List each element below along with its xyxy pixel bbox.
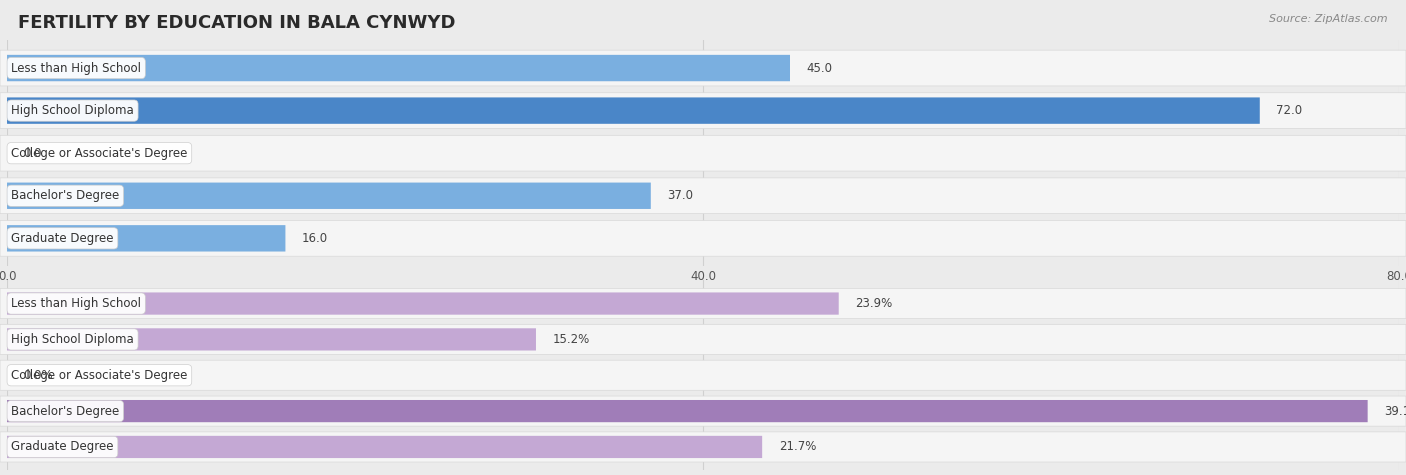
FancyBboxPatch shape [0,288,1406,319]
FancyBboxPatch shape [0,135,1406,171]
Text: 23.9%: 23.9% [855,297,893,310]
Text: 39.1%: 39.1% [1385,405,1406,418]
FancyBboxPatch shape [7,225,285,252]
FancyBboxPatch shape [0,396,1406,426]
FancyBboxPatch shape [7,97,1260,124]
FancyBboxPatch shape [0,93,1406,129]
FancyBboxPatch shape [0,360,1406,390]
Text: 16.0: 16.0 [302,232,328,245]
FancyBboxPatch shape [0,432,1406,462]
Text: High School Diploma: High School Diploma [11,104,134,117]
FancyBboxPatch shape [7,436,762,458]
Text: 37.0: 37.0 [668,189,693,202]
Text: FERTILITY BY EDUCATION IN BALA CYNWYD: FERTILITY BY EDUCATION IN BALA CYNWYD [18,14,456,32]
Text: 45.0: 45.0 [807,62,832,75]
Text: Graduate Degree: Graduate Degree [11,440,114,454]
Text: High School Diploma: High School Diploma [11,333,134,346]
FancyBboxPatch shape [0,178,1406,214]
Text: 21.7%: 21.7% [779,440,817,454]
FancyBboxPatch shape [0,324,1406,354]
Text: Source: ZipAtlas.com: Source: ZipAtlas.com [1270,14,1388,24]
Text: 72.0: 72.0 [1277,104,1302,117]
FancyBboxPatch shape [7,400,1368,422]
Text: Less than High School: Less than High School [11,297,141,310]
Text: Less than High School: Less than High School [11,62,141,75]
Text: College or Associate's Degree: College or Associate's Degree [11,147,187,160]
Text: Bachelor's Degree: Bachelor's Degree [11,405,120,418]
FancyBboxPatch shape [7,55,790,81]
Text: Bachelor's Degree: Bachelor's Degree [11,189,120,202]
Text: 0.0: 0.0 [24,147,42,160]
FancyBboxPatch shape [0,220,1406,256]
FancyBboxPatch shape [7,293,839,314]
Text: College or Associate's Degree: College or Associate's Degree [11,369,187,382]
FancyBboxPatch shape [0,50,1406,86]
Text: Graduate Degree: Graduate Degree [11,232,114,245]
FancyBboxPatch shape [7,328,536,351]
Text: 15.2%: 15.2% [553,333,591,346]
Text: 0.0%: 0.0% [24,369,53,382]
FancyBboxPatch shape [7,182,651,209]
